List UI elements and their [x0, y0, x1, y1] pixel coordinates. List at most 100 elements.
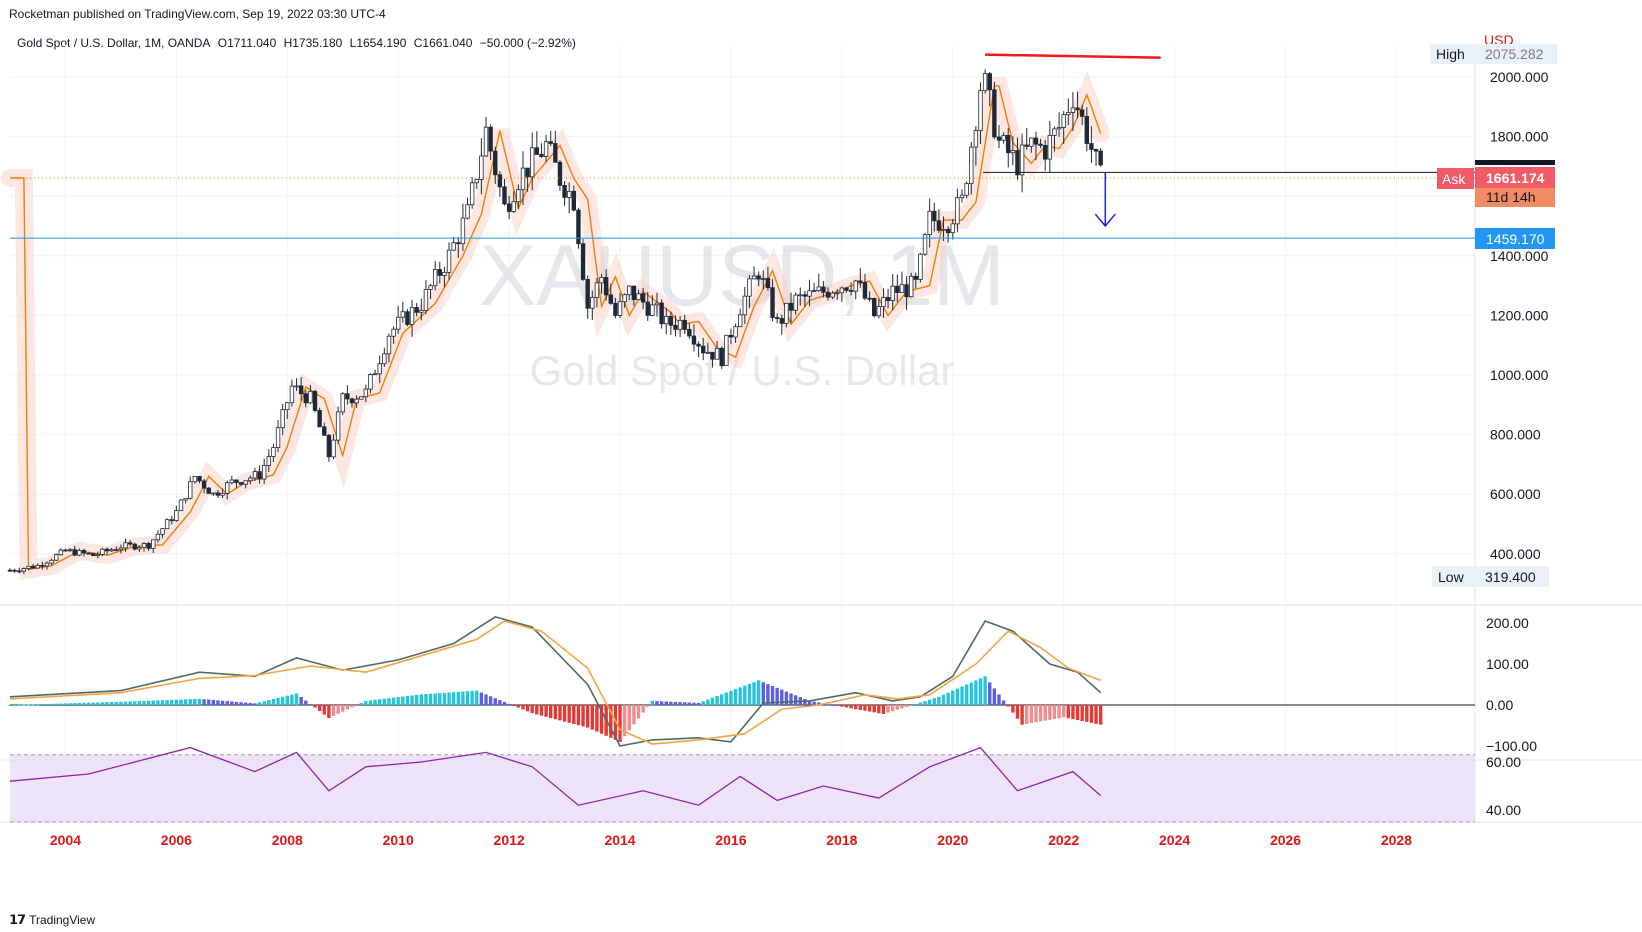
candle: [724, 334, 729, 367]
candle: [918, 252, 923, 283]
candle: [432, 261, 438, 291]
candle-body: [359, 396, 364, 400]
candle-body: [243, 480, 248, 485]
candle-body: [483, 126, 489, 157]
macd-histogram-bar: [974, 680, 978, 705]
candle-body: [1024, 144, 1029, 147]
macd-histogram-bar: [706, 699, 710, 705]
rsi-scale[interactable]: 60.00 40.00: [1486, 754, 1521, 818]
candle-body: [90, 553, 96, 557]
macd-pane[interactable]: [8, 616, 1475, 747]
price-scale[interactable]: USD2000.0001800.0001400.0001200.0001000.…: [1430, 32, 1557, 587]
candle: [377, 355, 382, 384]
candle-body: [432, 269, 438, 287]
candle-body: [331, 439, 336, 458]
candle-body: [391, 328, 396, 337]
candle: [895, 274, 900, 303]
macd-histogram-bar: [336, 705, 340, 714]
candle: [493, 146, 498, 184]
candle-body: [1079, 109, 1085, 117]
candle-body: [1061, 114, 1066, 128]
macd-histogram-bar: [817, 702, 821, 705]
candle: [331, 434, 336, 460]
macd-histogram-bar: [267, 700, 271, 705]
macd-scale[interactable]: 200.00 100.00 0.00 −100.00: [1486, 615, 1537, 754]
candle: [1043, 140, 1048, 171]
candle: [123, 538, 128, 552]
macd-histogram-bar: [105, 702, 109, 705]
macd-histogram-bar: [216, 700, 220, 705]
candle: [26, 565, 31, 571]
ohlc-open: O1711.040: [217, 36, 277, 50]
candle-body: [927, 210, 932, 236]
candle: [229, 475, 235, 485]
candle: [862, 274, 868, 301]
candle-body: [234, 479, 239, 483]
candle-body: [146, 543, 151, 549]
macd-histogram-bar: [636, 705, 641, 719]
candle-body: [885, 297, 891, 301]
price-pane[interactable]: [1, 53, 1475, 580]
candle: [613, 298, 618, 319]
candle: [506, 195, 512, 220]
candle-body: [451, 242, 456, 251]
candle-body: [386, 335, 392, 355]
candle-body: [229, 479, 235, 484]
candle-body: [562, 184, 567, 198]
candle: [100, 547, 105, 557]
candle: [252, 467, 258, 481]
macd-histogram-bar: [461, 691, 465, 705]
candle-body: [363, 388, 369, 398]
candle-body: [1093, 149, 1099, 152]
rsi-pane[interactable]: [9, 746, 1475, 823]
macd-histogram-bar: [978, 678, 983, 705]
macd-tick-label: 0.00: [1486, 697, 1513, 713]
macd-histogram-bar: [729, 690, 733, 705]
candle: [419, 298, 424, 321]
candle: [793, 292, 798, 315]
candle: [261, 458, 267, 484]
candle: [682, 314, 687, 335]
ohlc-change: −50.000 (−2.92%): [479, 36, 576, 50]
candle: [1093, 148, 1099, 166]
macd-histogram-bar: [789, 693, 793, 705]
macd-histogram-bar: [220, 700, 225, 705]
macd-histogram-bar: [969, 682, 973, 705]
candle: [391, 326, 396, 344]
candle: [40, 561, 45, 570]
candle: [303, 390, 308, 408]
candle-body: [742, 295, 748, 316]
candle-body: [414, 307, 419, 313]
candle-body: [1033, 137, 1039, 145]
candle-body: [446, 249, 452, 273]
footer-brand[interactable]: 𝟭𝟳 TradingView: [9, 912, 95, 928]
time-tick-label: 2020: [937, 832, 968, 848]
candle-body: [456, 242, 461, 245]
macd-histogram-bar: [539, 705, 544, 716]
macd-histogram-bar: [498, 700, 502, 705]
candle-body: [377, 363, 382, 375]
candle: [215, 489, 221, 498]
macd-histogram-bar: [937, 696, 941, 705]
candle-body: [7, 569, 13, 572]
candle-body: [821, 286, 826, 293]
macd-histogram-bar: [1038, 705, 1043, 722]
candle: [927, 198, 932, 248]
candle: [211, 492, 216, 496]
macd-tick-label: 100.00: [1486, 656, 1529, 672]
candle-body: [400, 311, 406, 318]
candle: [1006, 127, 1011, 168]
macd-histogram-bar: [22, 704, 26, 706]
candle-body: [1010, 150, 1016, 154]
macd-histogram-bar: [664, 701, 668, 705]
candle: [622, 293, 627, 308]
candle-body: [784, 302, 789, 324]
candle-body: [127, 542, 133, 545]
candle: [691, 324, 697, 352]
candle-body: [372, 373, 378, 376]
time-axis[interactable]: 2004 2006 2008 2010 2012 2014 2016 2018 2020 2022…: [50, 832, 1412, 848]
candle: [562, 180, 567, 206]
macd-histogram-bar: [595, 705, 599, 732]
macd-histogram-bar: [1089, 705, 1094, 723]
